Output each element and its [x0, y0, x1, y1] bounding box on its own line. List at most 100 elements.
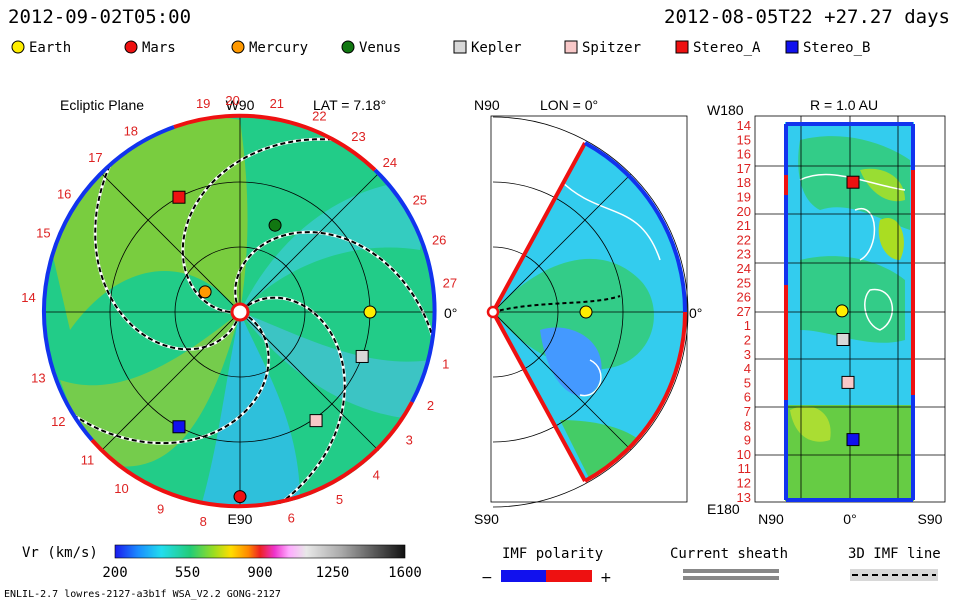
imf-line-3 — [181, 138, 363, 313]
radial-y-tick-labels: 1415161718192021222324252627123456789101… — [737, 118, 751, 505]
day-label-2: 2 — [427, 398, 434, 413]
radial-row-label-13: 13 — [737, 490, 751, 505]
radial-row-label-10: 10 — [737, 447, 751, 462]
ecliptic-bottom-label: E90 — [228, 511, 253, 527]
day-label-11: 11 — [81, 452, 95, 467]
right-timestamp: 2012-08-05T22 +27.27 days — [664, 6, 950, 28]
ecliptic-top-label: W90 — [226, 97, 255, 113]
radial-row-label-15: 15 — [737, 132, 751, 147]
day-label-4: 4 — [373, 467, 380, 482]
day-label-5: 5 — [336, 492, 343, 507]
stereo-a-marker — [172, 190, 186, 204]
kepler-marker — [836, 333, 850, 346]
radial-bottom-label: E180 — [707, 501, 740, 517]
imf-line-1 — [247, 296, 346, 508]
meridional-blue-patch — [540, 327, 602, 396]
radial-row-label-27: 27 — [737, 304, 751, 319]
fast-wind-region-lower — [200, 312, 300, 508]
radial-row-label-6: 6 — [744, 390, 751, 405]
radial-row-label-26: 26 — [737, 290, 751, 305]
colorbar-label: Vr (km/s) — [22, 545, 98, 561]
stereo-b-marker — [172, 420, 186, 434]
colorbar-ramp — [114, 544, 406, 559]
colorbar-tick-1600: 1600 — [388, 565, 422, 581]
stereo-b-marker — [846, 433, 860, 447]
radial-col-label-1: 0° — [843, 511, 856, 527]
current-sheath-legend: Current sheath — [670, 546, 788, 580]
imf-line-title: 3D IMF line — [848, 546, 941, 562]
legend-spitzer-symbol — [564, 40, 578, 54]
radial-row-label-25: 25 — [737, 275, 751, 290]
imf-line-2 — [234, 231, 436, 370]
day-label-19: 19 — [196, 96, 210, 111]
day-label-17: 17 — [88, 150, 102, 165]
radial-row-label-22: 22 — [737, 232, 751, 247]
radial-col-label-2: S90 — [918, 511, 943, 527]
kepler-marker — [355, 349, 369, 363]
day-label-22: 22 — [312, 108, 326, 123]
day-label-14: 14 — [21, 290, 35, 305]
radial-row-label-11: 11 — [738, 461, 752, 476]
meridional-lon-label: LON = 0° — [540, 97, 598, 113]
legend-venus-label: Venus — [359, 40, 401, 56]
radial-row-label-7: 7 — [744, 404, 751, 419]
fast-wind-region-right — [240, 312, 430, 420]
colorbar-tick-550: 550 — [175, 565, 200, 581]
ecliptic-right-label: 0° — [444, 305, 457, 321]
day-label-24: 24 — [383, 155, 397, 170]
day-label-13: 13 — [31, 371, 45, 386]
stereo-a-marker — [846, 175, 860, 189]
legend-stereo-b-symbol — [785, 40, 799, 54]
legend-spitzer-label: Spitzer — [582, 40, 641, 56]
meridional-right-label: 0° — [689, 305, 702, 321]
sun-marker — [230, 302, 250, 322]
radial-panel: R = 1.0 AU W180 E180 — [707, 97, 946, 527]
radial-row-label-14: 14 — [737, 118, 751, 133]
day-label-9: 9 — [157, 502, 164, 517]
meridional-current-sheet — [493, 295, 621, 313]
legend-mercury-label: Mercury — [249, 40, 308, 56]
venus-marker — [268, 218, 282, 232]
legend-stereo-a-label: Stereo_A — [693, 40, 761, 56]
legend-earth-label: Earth — [29, 40, 71, 56]
radial-row-label-20: 20 — [737, 204, 751, 219]
model-info-footer: ENLIL-2.7 lowres-2127-a3b1f WSA_V2.2 GON… — [4, 589, 281, 600]
legend-earth-symbol — [11, 40, 25, 54]
radial-green-middle — [800, 256, 905, 343]
day-label-23: 23 — [351, 129, 365, 144]
colorbar-tick-200: 200 — [102, 565, 127, 581]
day-label-10: 10 — [114, 481, 128, 496]
legend-kepler-label: Kepler — [471, 40, 522, 56]
radial-row-label-8: 8 — [744, 418, 751, 433]
spitzer-marker — [841, 375, 855, 389]
day-label-12: 12 — [51, 414, 65, 429]
radial-x-tick-labels: N90 0° S90 — [758, 511, 943, 527]
ecliptic-title: Ecliptic Plane — [60, 97, 144, 113]
colorbar-tick-labels: 200 550 900 1250 1600 — [102, 565, 422, 581]
left-timestamp: 2012-09-02T05:00 — [8, 6, 191, 28]
earth-marker — [579, 305, 593, 319]
fast-wind-region-upper — [240, 180, 430, 312]
day-label-8: 8 — [200, 514, 207, 529]
day-label-27: 27 — [443, 276, 457, 291]
imf-polarity-legend: IMF polarity − + — [481, 546, 612, 586]
radial-row-label-12: 12 — [737, 476, 751, 491]
imf-plus-label: + — [600, 570, 612, 586]
day-label-3: 3 — [406, 433, 413, 448]
imf-polarity-title: IMF polarity — [502, 546, 603, 562]
ecliptic-bodies — [172, 190, 377, 504]
radial-radius-label: R = 1.0 AU — [810, 97, 878, 113]
day-label-25: 25 — [413, 193, 427, 208]
ecliptic-boundary-red-top — [173, 113, 377, 172]
meridional-panel: N90 LON = 0° S90 0° — [474, 97, 702, 527]
meridional-bottom-label: S90 — [474, 511, 499, 527]
imf-line-legend: 3D IMF line — [848, 546, 941, 581]
day-label-21: 21 — [270, 96, 284, 111]
legend-mercury-symbol — [231, 40, 245, 54]
imf-line-4 — [94, 139, 238, 351]
carrington-day-labels: 19 20 212223242526271234568910111213141516… — [21, 93, 457, 529]
meridional-bodies — [579, 305, 593, 319]
radial-row-label-9: 9 — [744, 433, 751, 448]
day-label-26: 26 — [432, 233, 446, 248]
current-sheath-swatch-1 — [683, 569, 779, 573]
